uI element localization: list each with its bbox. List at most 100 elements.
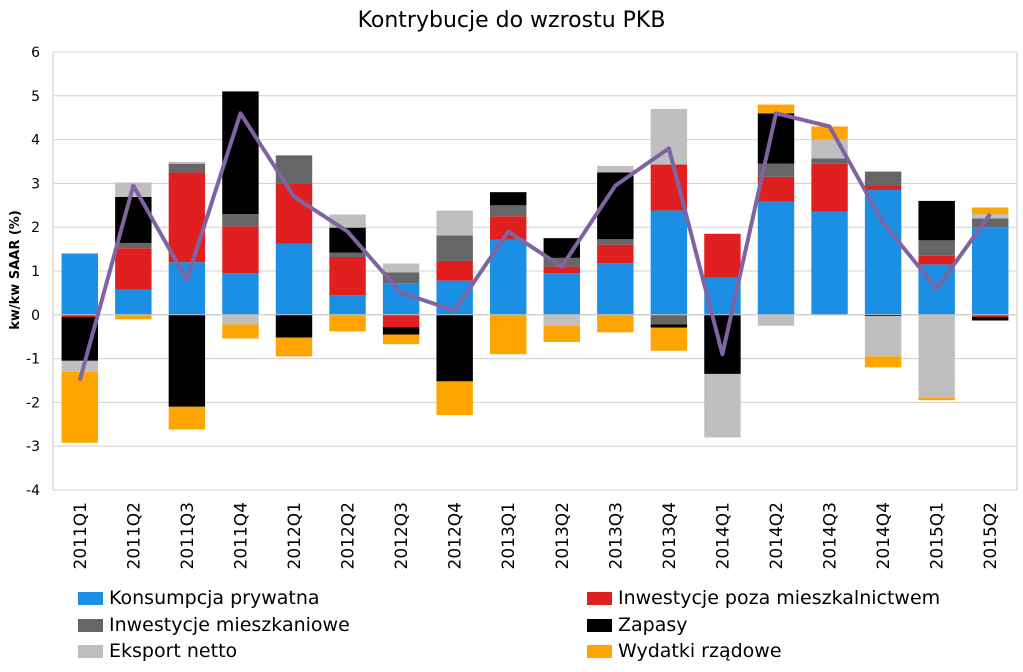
y-tick-label: 6 bbox=[31, 45, 40, 61]
x-tick-label: 2012Q1 bbox=[285, 502, 305, 569]
legend-item-inwestycje-mieszkaniowe: Inwestycje mieszkaniowe bbox=[78, 614, 350, 636]
bar-segment bbox=[704, 373, 741, 438]
legend-swatch bbox=[587, 591, 612, 605]
legend-item-inwestycje-poza: Inwestycje poza mieszkalnictwem bbox=[587, 587, 940, 609]
bar-segment bbox=[222, 214, 259, 227]
bar-segment bbox=[275, 243, 313, 315]
legend-label: Eksport netto bbox=[109, 640, 238, 662]
legend-item-zapasy: Zapasy bbox=[587, 614, 688, 636]
x-tick-label: 2012Q3 bbox=[392, 502, 412, 569]
bar-segment bbox=[972, 316, 1009, 321]
bar-segment bbox=[650, 314, 688, 325]
y-tick-label: -4 bbox=[26, 483, 40, 499]
bar-segment bbox=[329, 252, 366, 257]
bar-segment bbox=[597, 263, 634, 315]
y-tick-label: -1 bbox=[26, 352, 40, 368]
y-tick-label: 2 bbox=[31, 220, 40, 236]
bar-segment bbox=[972, 218, 1009, 228]
x-tick-label: 2011Q4 bbox=[231, 502, 251, 569]
legend-label: Konsumpcja prywatna bbox=[109, 587, 320, 609]
bar-segment bbox=[490, 192, 527, 206]
bar-segment bbox=[490, 216, 527, 240]
bar-segment bbox=[61, 314, 98, 317]
bar-segment bbox=[972, 207, 1009, 215]
bar-segment bbox=[115, 289, 152, 315]
bar-segment bbox=[275, 337, 313, 357]
legend-item-eksport: Eksport netto bbox=[78, 640, 237, 662]
bar-segment bbox=[490, 205, 527, 217]
bar-segment bbox=[650, 327, 688, 351]
bar-segment bbox=[329, 256, 366, 296]
bar-segment bbox=[436, 260, 473, 281]
chart-title: Kontrybucje do wzrostu PKB bbox=[357, 8, 666, 33]
bar-segment bbox=[543, 325, 580, 342]
x-tick-label: 2012Q2 bbox=[339, 502, 359, 569]
bar-segment bbox=[650, 324, 688, 328]
bar-segment bbox=[436, 314, 473, 382]
bar-segment bbox=[811, 211, 848, 315]
bar-segment bbox=[222, 324, 259, 339]
bar-segment bbox=[168, 314, 206, 407]
x-tick-label: 2014Q3 bbox=[821, 502, 841, 569]
bar-segment bbox=[382, 327, 420, 335]
bar-segment bbox=[382, 263, 420, 273]
legend-item-konsumpcja: Konsumpcja prywatna bbox=[78, 587, 320, 609]
bar-segment bbox=[597, 165, 634, 173]
bar-segment bbox=[168, 163, 206, 173]
bar-segment bbox=[864, 356, 902, 368]
legend-item-wydatki: Wydatki rządowe bbox=[587, 640, 782, 662]
gdp-line bbox=[77, 111, 992, 382]
y-tick-label: 3 bbox=[31, 176, 40, 192]
x-tick-label: 2013Q2 bbox=[553, 502, 573, 569]
bars bbox=[61, 91, 1009, 443]
bar-segment bbox=[436, 210, 473, 236]
bar-segment bbox=[597, 244, 634, 264]
bar-segment bbox=[222, 226, 259, 274]
bar-segment bbox=[382, 272, 420, 284]
x-tick-label: 2015Q2 bbox=[981, 502, 1001, 569]
bar-segment bbox=[382, 283, 420, 315]
legend-swatch bbox=[587, 618, 612, 632]
bar-segment bbox=[811, 126, 848, 140]
bar-segment bbox=[864, 171, 902, 186]
bar-segment bbox=[436, 235, 473, 261]
bar-segment bbox=[115, 248, 152, 290]
bar-segment bbox=[811, 158, 848, 164]
bar-segment bbox=[757, 201, 795, 315]
x-tick-label: 2011Q1 bbox=[71, 502, 91, 569]
bar-segment bbox=[918, 314, 955, 399]
y-tick-label: 1 bbox=[31, 264, 40, 280]
x-tick-label: 2014Q2 bbox=[767, 502, 787, 569]
bar-segment bbox=[61, 253, 98, 315]
bar-segment bbox=[222, 273, 259, 315]
bar-segment bbox=[168, 172, 206, 263]
bar-segment bbox=[757, 176, 795, 202]
x-tick-label: 2012Q4 bbox=[446, 502, 466, 569]
legend-label: Zapasy bbox=[618, 614, 688, 636]
x-tick-label: 2013Q1 bbox=[499, 502, 519, 569]
bar-segment bbox=[543, 257, 580, 267]
bar-segment bbox=[757, 104, 795, 114]
bar-segment bbox=[704, 233, 741, 278]
x-tick-label: 2011Q2 bbox=[124, 502, 144, 569]
bar-segment bbox=[115, 314, 152, 320]
bar-segment bbox=[757, 314, 795, 326]
legend-label: Wydatki rządowe bbox=[618, 640, 782, 662]
bar-segment bbox=[597, 314, 634, 333]
y-tick-label: 0 bbox=[31, 308, 40, 324]
legend-swatch bbox=[78, 591, 103, 605]
legend-label: Inwestycje mieszkaniowe bbox=[109, 614, 350, 636]
y-tick-label: -3 bbox=[26, 439, 40, 455]
bar-segment bbox=[597, 239, 634, 245]
bar-segment bbox=[275, 314, 313, 338]
bar-segment bbox=[168, 161, 206, 164]
x-tick-label: 2015Q1 bbox=[928, 502, 948, 569]
legend-swatch bbox=[78, 618, 103, 632]
bar-segment bbox=[275, 183, 313, 244]
bar-segment bbox=[329, 295, 366, 315]
x-tick-label: 2014Q4 bbox=[874, 502, 894, 569]
bar-segment bbox=[972, 227, 1009, 315]
bar-segment bbox=[972, 314, 1009, 317]
bar-segment bbox=[864, 189, 902, 315]
bar-segment bbox=[382, 334, 420, 345]
